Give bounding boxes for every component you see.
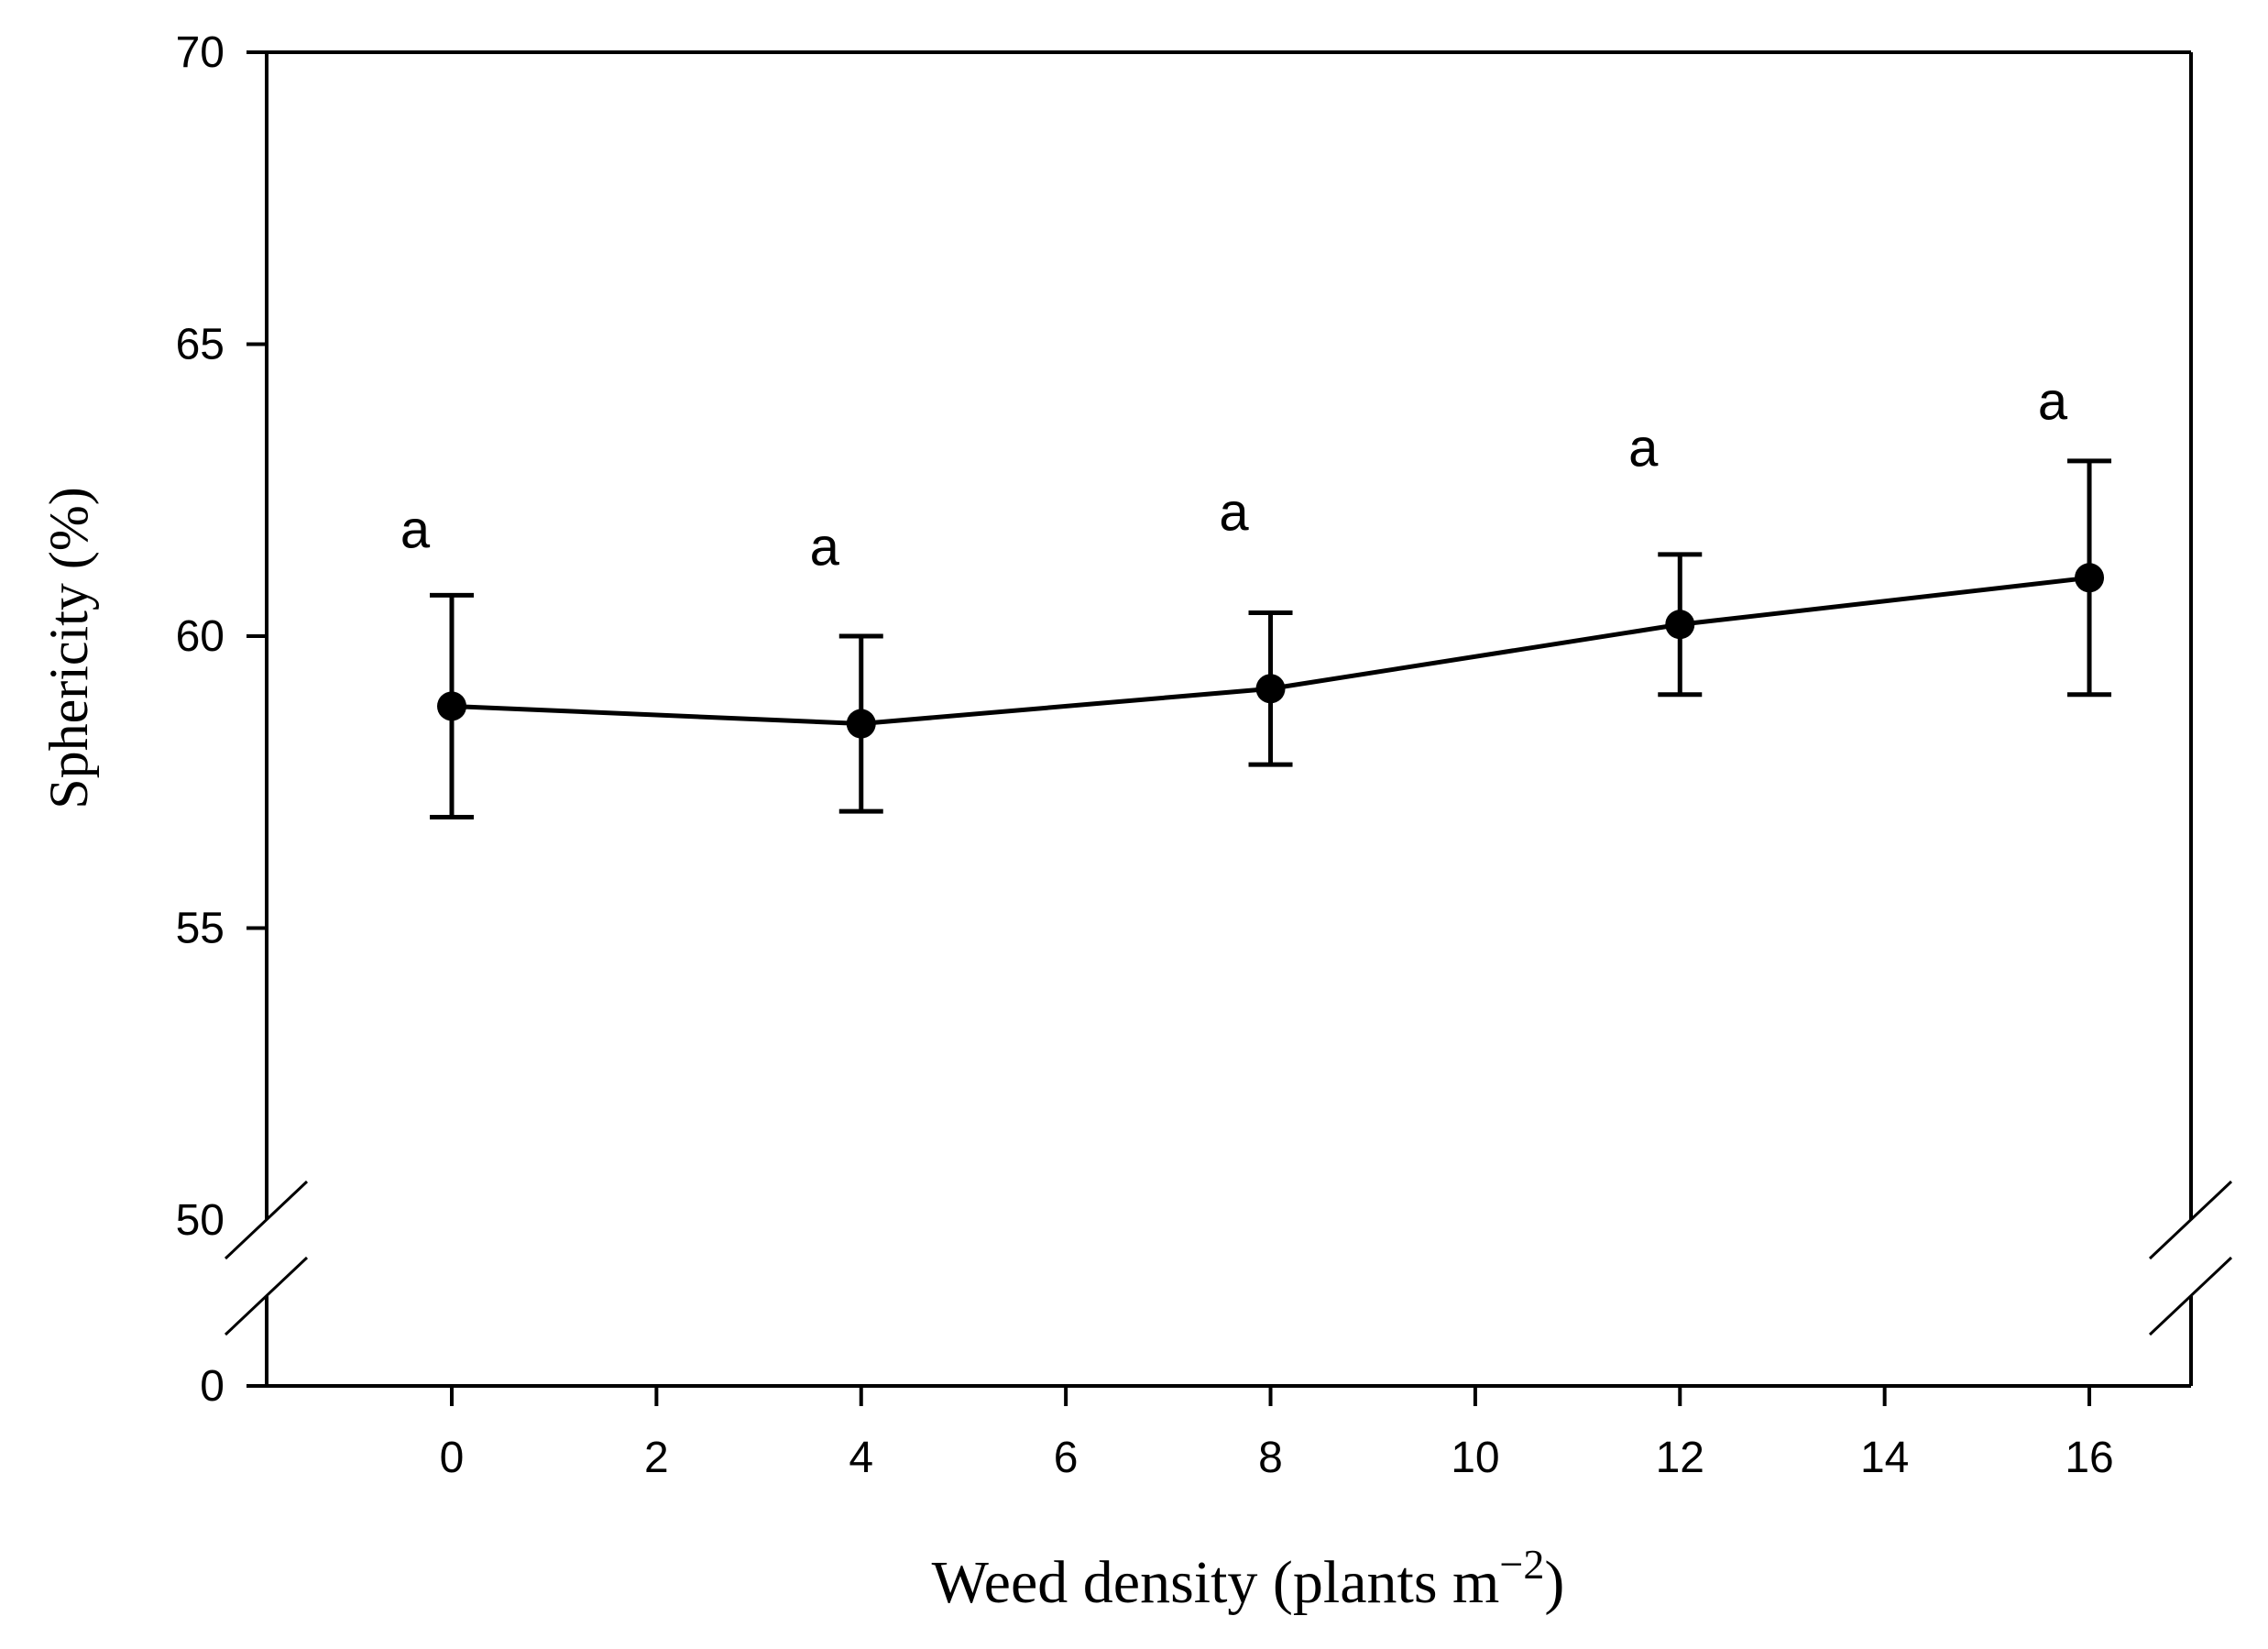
x-axis: 0 2 4 6 8 10 12 14 16 <box>440 1386 2114 1482</box>
y-axis-tick-label: 0 <box>200 1362 225 1411</box>
error-bars <box>430 458 2112 819</box>
significance-label: a <box>1628 418 1659 478</box>
significance-labels: a a a a a <box>400 371 2068 577</box>
x-axis-tick-label: 0 <box>440 1434 465 1482</box>
axis-break-slash <box>2148 1180 2233 1260</box>
y-axis-tick-label: 55 <box>176 905 225 953</box>
x-axis-tick-label: 14 <box>1860 1434 1909 1482</box>
x-axis-tick-label: 8 <box>1258 1434 1283 1482</box>
x-axis-tick-label: 4 <box>849 1434 873 1482</box>
data-point-marker <box>1255 674 1286 704</box>
y-axis-tick-label: 70 <box>176 28 225 77</box>
plot-frame <box>265 50 2193 1388</box>
x-axis-title-post: ) <box>1544 1549 1564 1616</box>
data-point-marker <box>846 709 876 739</box>
y-axis-tick-label: 65 <box>176 321 225 369</box>
y-axis-break <box>224 1180 2233 1336</box>
significance-label: a <box>1219 482 1249 542</box>
significance-label: a <box>2038 371 2068 431</box>
axis-break-slash <box>224 1256 309 1336</box>
data-point-marker <box>1665 610 1695 640</box>
x-axis-tick-label: 6 <box>1054 1434 1079 1482</box>
axis-break-slash <box>224 1180 309 1260</box>
y-axis-title: Sphericity (%) <box>38 487 99 809</box>
x-axis-tick-label: 12 <box>1656 1434 1704 1482</box>
data-point-marker <box>2075 563 2105 593</box>
axis-break-slash <box>2148 1256 2233 1336</box>
data-series <box>437 563 2105 739</box>
data-point-marker <box>437 691 466 721</box>
significance-label: a <box>810 518 840 577</box>
significance-label: a <box>400 500 431 559</box>
y-axis-tick-label: 60 <box>176 612 225 661</box>
plot-area: 50 55 60 65 70 0 0 2 4 6 8 10 12 14 16 a a a a a <box>176 28 2233 1482</box>
y-axis: 50 55 60 65 70 0 <box>176 28 267 1411</box>
y-axis-tick-label: 50 <box>176 1196 225 1245</box>
x-axis-tick-label: 16 <box>2065 1434 2113 1482</box>
x-axis-title-pre: Weed density (plants m <box>932 1549 1500 1616</box>
x-axis-tick-label: 2 <box>644 1434 669 1482</box>
x-axis-title: Weed density (plants m−2) <box>932 1541 1565 1616</box>
x-axis-title-superscript: −2 <box>1499 1541 1544 1588</box>
x-axis-tick-label: 10 <box>1451 1434 1499 1482</box>
